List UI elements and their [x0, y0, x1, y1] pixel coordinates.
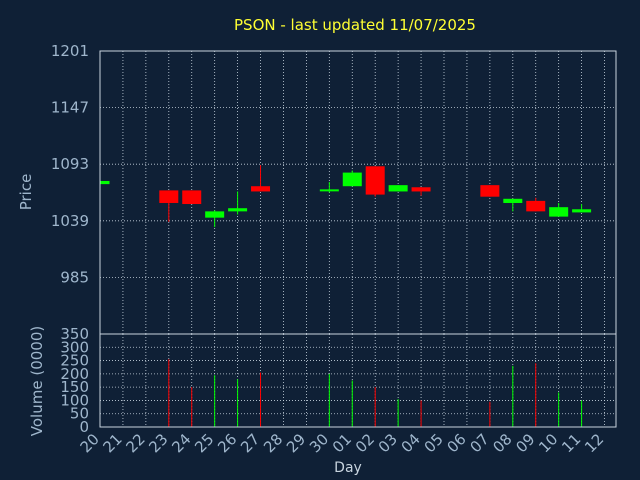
candle-body-03: [388, 185, 408, 192]
candle-body-30: [319, 189, 339, 192]
candle-body-02: [365, 166, 385, 195]
candle-body-04: [411, 187, 431, 192]
price-tick-label: 1039: [51, 212, 89, 230]
price-tick-labels: 1201 1147 1093 1039 985: [51, 42, 89, 286]
candle-body-25: [205, 211, 225, 218]
volume-tick-label: 0: [79, 418, 89, 436]
candle-body-23: [159, 190, 179, 203]
price-tick-label: 985: [60, 268, 89, 286]
x-tick-labels: 2021222324252627282930010203040506070809…: [77, 430, 608, 456]
candle-body-20: [100, 180, 110, 185]
volume-axis-label: Volume (0000): [28, 326, 46, 436]
price-tick-label: 1093: [51, 155, 89, 173]
candle-body-11: [572, 209, 592, 213]
volume-tick-label: 250: [60, 352, 89, 370]
candle-body-09: [526, 200, 546, 212]
volume-tick-label: 50: [70, 405, 89, 423]
volume-panel-frame: [99, 333, 617, 428]
candle-body-01: [342, 172, 362, 187]
price-axis-label: Price: [17, 174, 35, 211]
x-axis-label: Day: [334, 460, 362, 476]
candle-body-27: [251, 186, 271, 192]
candle-body-07: [480, 185, 500, 197]
candle-body-08: [503, 198, 523, 203]
volume-bars: [168, 359, 583, 427]
candles: [99, 165, 592, 228]
price-tick-label: 1147: [51, 99, 89, 117]
volume-grid: [100, 334, 616, 427]
candle-body-24: [182, 190, 202, 205]
volume-tick-label: 150: [60, 378, 89, 396]
x-tick-label: 12: [581, 430, 607, 456]
volume-tick-label: 100: [60, 391, 89, 409]
candle-body-10: [549, 207, 569, 217]
chart-title: PSON - last updated 11/07/2025: [234, 16, 476, 34]
volume-tick-label: 300: [60, 338, 89, 356]
price-tick-label: 1201: [51, 42, 89, 60]
candle-body-26: [228, 208, 248, 212]
volume-tick-label: 200: [60, 365, 89, 383]
volume-tick-label: 350: [60, 325, 89, 343]
